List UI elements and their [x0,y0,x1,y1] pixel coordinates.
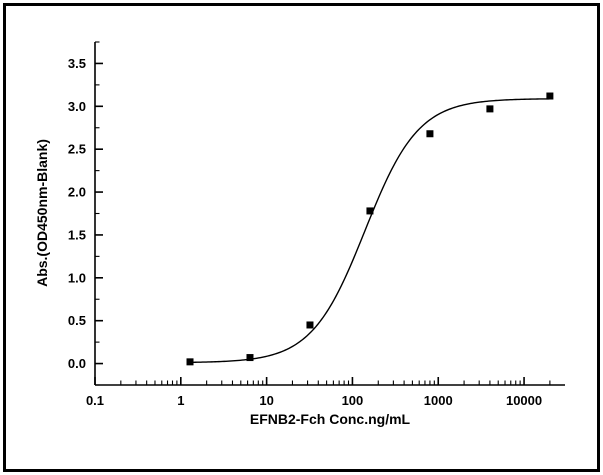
data-point [546,92,554,100]
data-point [486,105,494,113]
x-tick-label: 1000 [424,393,453,408]
x-tick-label: 10 [259,393,273,408]
y-tick-label: 2.0 [68,185,86,200]
data-point [186,358,194,366]
y-tick-label: 3.0 [68,99,86,114]
chart-layer: 0.1 1 10 100 1000 10000 0.0 0.5 1.0 1.5 2.0 2.5 3.0 3… [68,41,565,408]
y-tick-label: 0.5 [68,313,86,328]
x-axis-label: EFNB2-Fch Conc.ng/mL [250,411,411,427]
y-tick-label: 2.5 [68,142,86,157]
y-tick-label: 1.5 [68,227,86,242]
x-tick-label: 10000 [506,393,542,408]
y-tick-label: 0.0 [68,356,86,371]
fit-curve [189,98,550,364]
x-tick-label: 100 [342,393,364,408]
y-tick-label: 1.0 [68,270,86,285]
data-point [246,354,254,362]
x-tick-label: 0.1 [86,393,104,408]
data-point [306,321,314,329]
x-tick-label: 1 [177,393,184,408]
data-point [426,130,434,138]
y-tick-label: 3.5 [68,56,86,71]
y-axis-label: Abs.(OD450nm-Blank) [34,139,50,287]
data-point [366,207,374,215]
